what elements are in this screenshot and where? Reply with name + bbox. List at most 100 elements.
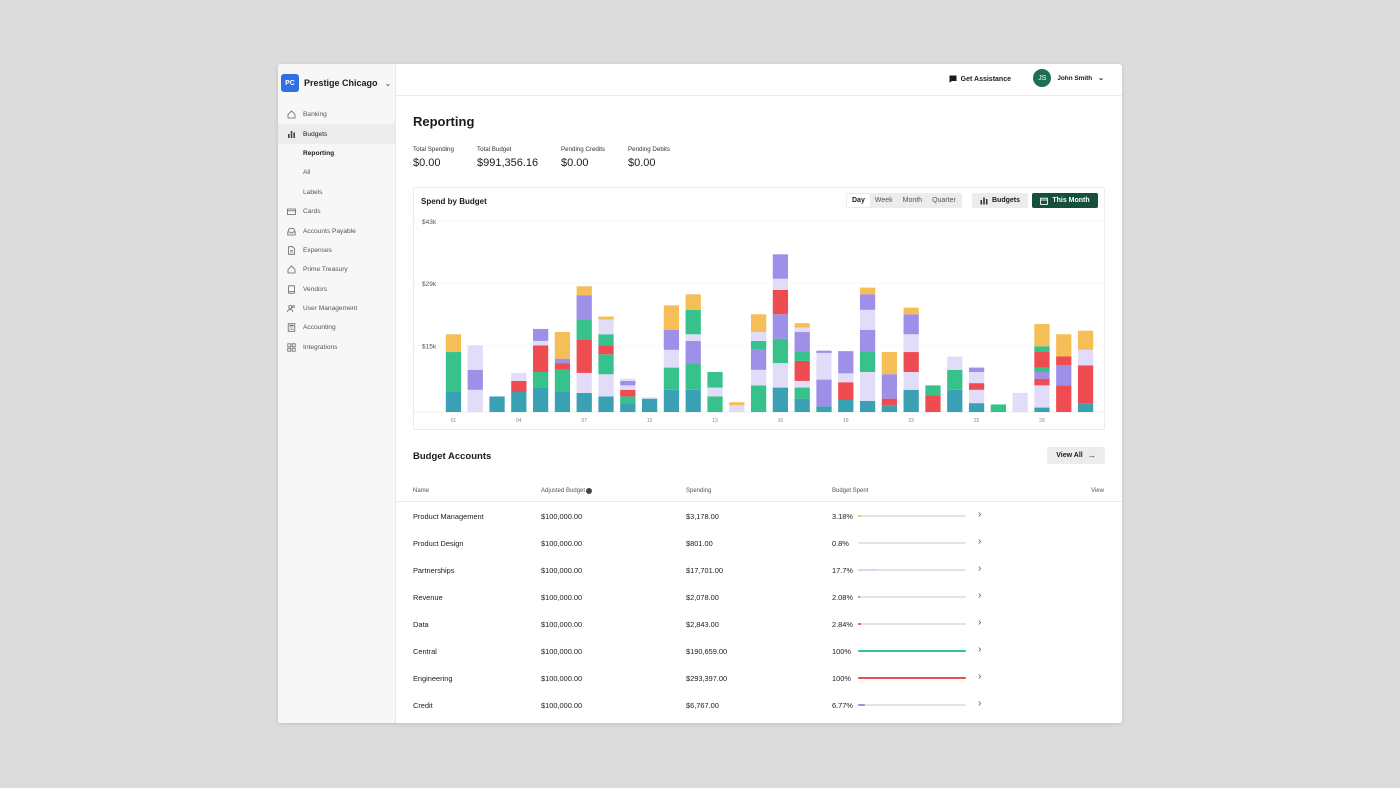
- y-tick-label: $15k: [422, 343, 437, 350]
- bar-segment: [620, 380, 636, 386]
- bar-segment: [881, 405, 898, 412]
- chevron-right-icon[interactable]: ›: [978, 644, 982, 655]
- sidebar-item-labels[interactable]: Labels: [278, 183, 395, 202]
- table-row[interactable]: Engineering $100,000.00 $293,397.00 100% ›: [396, 664, 1122, 691]
- chevron-right-icon[interactable]: ›: [978, 590, 982, 601]
- bar-segment: [816, 350, 832, 353]
- adjusted-budget: $100,000.00: [541, 620, 583, 629]
- chevron-right-icon[interactable]: ›: [978, 563, 982, 574]
- bar-segment: [576, 392, 592, 412]
- sidebar-item-label: User Management: [303, 305, 358, 313]
- bar-segment: [903, 372, 919, 390]
- view-all-button[interactable]: View All →: [1047, 447, 1105, 464]
- budget-progress-bar: [858, 704, 966, 706]
- table-row[interactable]: Data $100,000.00 $2,843.00 2.84% ›: [396, 610, 1122, 637]
- x-tick-label: 13: [712, 418, 718, 424]
- period-day-button[interactable]: Day: [847, 194, 870, 207]
- user-menu[interactable]: JS John Smith ⌄: [1033, 69, 1104, 87]
- sidebar-item-integrations[interactable]: Integrations: [278, 338, 395, 357]
- budget-progress-fill: [858, 677, 966, 679]
- adjusted-budget: $100,000.00: [541, 566, 583, 575]
- sidebar-nav: Banking Budgets Reporting All Labels Cards Acc…: [278, 105, 395, 357]
- adjusted-budget: $100,000.00: [541, 512, 583, 521]
- bar-segment: [554, 358, 571, 364]
- bar-segment: [445, 392, 462, 412]
- bar-segment: [1077, 403, 1094, 412]
- bar-segment: [554, 392, 571, 412]
- sidebar-item-user-management[interactable]: User Management: [278, 299, 395, 318]
- table-row[interactable]: Product Design $100,000.00 $801.00 0.8% ›: [396, 529, 1122, 556]
- date-range-button[interactable]: This Month: [1032, 193, 1098, 208]
- bar-segment: [772, 338, 789, 364]
- budgets-filter-button[interactable]: Budgets: [972, 193, 1028, 208]
- arrow-right-icon: →: [1087, 451, 1096, 460]
- home-icon: [287, 265, 296, 274]
- column-header-name: Name: [413, 488, 430, 494]
- bar-segment: [1077, 330, 1094, 350]
- period-week-button[interactable]: Week: [874, 197, 893, 204]
- bar-segment: [685, 294, 701, 310]
- bar-segment: [859, 287, 876, 295]
- sidebar-item-reporting[interactable]: Reporting: [278, 144, 395, 163]
- bar-segment: [750, 385, 767, 412]
- bar-segment: [859, 294, 876, 310]
- chevron-right-icon[interactable]: ›: [978, 698, 982, 709]
- bar-segment: [467, 369, 483, 390]
- sidebar: PC Prestige Chicago ⌄ Banking Budgets Repo…: [278, 64, 396, 723]
- get-assistance-button[interactable]: Get Assistance: [949, 73, 1011, 85]
- chevron-right-icon[interactable]: ›: [978, 509, 982, 520]
- chevron-right-icon[interactable]: ›: [978, 536, 982, 547]
- sidebar-item-cards[interactable]: Cards: [278, 202, 395, 221]
- stat-total-budget: Total Budget $991,356.16: [477, 146, 538, 169]
- sidebar-item-prime-treasury[interactable]: Prime Treasury: [278, 260, 395, 279]
- bar-segment: [794, 360, 810, 381]
- stat-label: Total Spending: [413, 146, 454, 153]
- table-row[interactable]: Central $100,000.00 $190,659.00 100% ›: [396, 637, 1122, 664]
- table-row[interactable]: Product Management $100,000.00 $3,178.00 3.…: [396, 502, 1122, 529]
- info-icon[interactable]: [586, 488, 593, 494]
- budget-spent-percent: 2.84%: [832, 620, 853, 629]
- bar-segment: [707, 396, 723, 412]
- date-range-label: This Month: [1052, 197, 1090, 204]
- budget-progress-fill: [858, 650, 966, 652]
- bar-chart-icon: [287, 130, 296, 139]
- spending-value: $17,701.00: [686, 566, 723, 575]
- bar-segment: [576, 295, 592, 320]
- bar-segment: [532, 345, 549, 373]
- bar-segment: [1034, 324, 1050, 347]
- budget-progress-fill: [858, 515, 862, 517]
- period-quarter-button[interactable]: Quarter: [932, 197, 956, 204]
- bar-segment: [554, 369, 571, 393]
- account-name: Partnerships: [413, 566, 455, 575]
- bar-segment: [1034, 372, 1050, 379]
- bar-segment: [947, 356, 963, 370]
- org-switcher[interactable]: PC Prestige Chicago ⌄: [281, 74, 391, 92]
- table-row[interactable]: Revenue $100,000.00 $2,078.00 2.08% ›: [396, 583, 1122, 610]
- bar-segment: [794, 387, 810, 399]
- sidebar-item-banking[interactable]: Banking: [278, 105, 395, 124]
- x-tick-label: 01: [451, 418, 457, 424]
- table-row[interactable]: Partnerships $100,000.00 $17,701.00 17.7% ›: [396, 556, 1122, 583]
- bar-segment: [620, 385, 636, 390]
- sidebar-item-expenses[interactable]: Expenses: [278, 241, 395, 260]
- chevron-right-icon[interactable]: ›: [978, 617, 982, 628]
- sidebar-item-accounting[interactable]: Accounting: [278, 318, 395, 337]
- spending-value: $801.00: [686, 539, 713, 548]
- chevron-right-icon[interactable]: ›: [978, 671, 982, 682]
- bar-segment: [750, 369, 767, 386]
- bar-segment: [1034, 352, 1050, 368]
- spending-value: $6,767.00: [686, 701, 719, 710]
- sidebar-item-accounts-payable[interactable]: Accounts Payable: [278, 221, 395, 240]
- get-assistance-label: Get Assistance: [960, 75, 1011, 83]
- card-icon: [287, 207, 296, 216]
- table-row[interactable]: Credit $100,000.00 $6,767.00 6.77% ›: [396, 691, 1122, 718]
- bar-segment: [620, 396, 636, 404]
- sidebar-item-budgets[interactable]: Budgets: [278, 124, 395, 144]
- bar-segment: [620, 378, 636, 381]
- sidebar-item-vendors[interactable]: Vendors: [278, 280, 395, 299]
- bar-segment: [598, 345, 614, 355]
- avatar: JS: [1033, 69, 1052, 87]
- bar-segment: [1034, 385, 1050, 408]
- period-month-button[interactable]: Month: [902, 197, 923, 204]
- sidebar-item-all[interactable]: All: [278, 163, 395, 182]
